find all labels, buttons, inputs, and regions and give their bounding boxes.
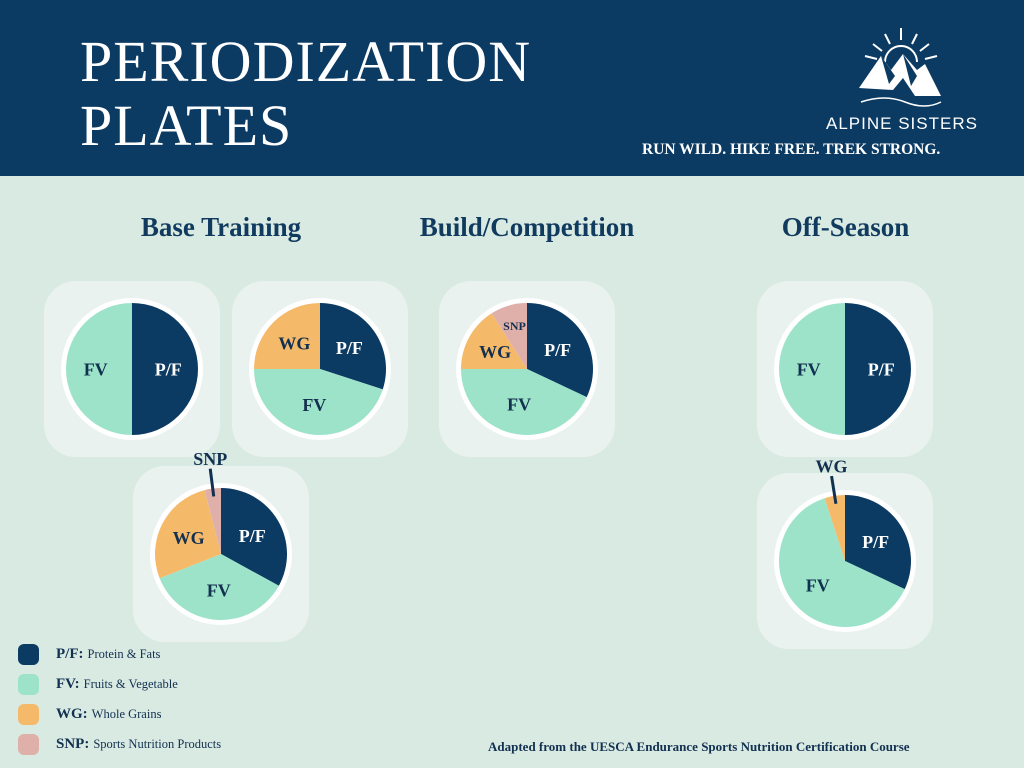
brand-name: ALPINE SISTERS xyxy=(826,114,978,133)
pie-label: SNP xyxy=(193,449,227,469)
pie-label: P/F xyxy=(544,340,571,360)
pie-label: WG xyxy=(816,456,848,476)
pie-label: P/F xyxy=(336,338,363,358)
phase-label: Base Training xyxy=(140,211,302,242)
pie-plate: P/F FV WG xyxy=(774,456,916,632)
legend-item-fv: FV: Fruits & Vegetable xyxy=(18,674,178,695)
pie-slice-fv xyxy=(461,369,587,435)
pie-slice-pf xyxy=(132,303,198,435)
pie-label: P/F xyxy=(868,359,895,379)
pie-plate: P/F FV WG SNP xyxy=(150,449,292,625)
pie-slice-pf xyxy=(845,303,911,435)
pie-label: FV xyxy=(797,359,821,379)
pie-slice-fv xyxy=(66,303,132,435)
legend-swatch xyxy=(18,704,39,725)
pie-slice-fv xyxy=(778,498,905,628)
pie-label: FV xyxy=(207,581,231,601)
pie-slice-pf xyxy=(845,495,911,590)
legend-key: WG: xyxy=(56,706,88,722)
title-line-1: PERIODIZATION xyxy=(80,29,532,94)
pie-slice-wg xyxy=(461,313,527,369)
legend-swatch xyxy=(18,644,39,665)
legend-swatch xyxy=(18,674,39,695)
brand-tagline: RUN WILD. HIKE FREE. TREK STRONG. xyxy=(642,141,941,158)
legend-desc: Fruits & Vegetable xyxy=(83,677,178,691)
pie-slice-pf xyxy=(221,488,288,586)
pie-slice-snp xyxy=(491,303,527,369)
pie-slice-wg xyxy=(254,303,320,369)
legend-key: P/F: xyxy=(56,646,84,662)
phase-label: Off-Season xyxy=(781,211,910,242)
pie-label: FV xyxy=(507,395,531,415)
phase-pill-build-competition: Build/Competition xyxy=(391,195,663,259)
legend-key: SNP: xyxy=(56,736,90,752)
leader-line xyxy=(208,468,216,497)
pie-label: WG xyxy=(173,528,205,548)
pie-plate: P/F FV WG SNP xyxy=(456,298,598,440)
pie-label: WG xyxy=(278,334,310,354)
pie-label: P/F xyxy=(239,526,266,546)
pie-slice-fv xyxy=(779,303,845,435)
header-banner: PERIODIZATION PLATES ALPINE SISTERS RUN … xyxy=(0,0,1024,176)
title-line-2: PLATES xyxy=(80,93,293,158)
pie-slice-pf xyxy=(320,303,387,390)
legend-desc: Protein & Fats xyxy=(87,647,161,661)
pie-label: P/F xyxy=(155,359,182,379)
pie-label: FV xyxy=(302,395,326,415)
page-title: PERIODIZATION PLATES xyxy=(80,30,600,158)
phase-pill-base-training: Base Training xyxy=(86,195,356,259)
pie-plate: P/F FV WG xyxy=(249,298,391,440)
pie-slice-pf xyxy=(527,303,593,398)
pie-slice-fv xyxy=(159,554,279,620)
source-credit: Adapted from the UESCA Endurance Sports … xyxy=(488,739,910,754)
legend-desc: Sports Nutrition Products xyxy=(93,737,222,751)
pie-plate: P/F FV xyxy=(774,298,916,440)
pie-label: P/F xyxy=(862,532,889,552)
pie-slice-fv xyxy=(254,369,383,436)
legend-item-pf: P/F: Protein & Fats xyxy=(18,644,160,665)
leader-line xyxy=(830,475,838,504)
pie-plate: P/F FV xyxy=(61,298,203,440)
legend-desc: Whole Grains xyxy=(91,707,162,721)
pie-label: SNP xyxy=(503,319,526,333)
legend-swatch xyxy=(18,734,39,755)
mountain-sun-logo-icon xyxy=(859,28,942,107)
legend-key: FV: xyxy=(56,676,80,692)
legend-item-wg: WG: Whole Grains xyxy=(18,704,161,725)
legend-item-snp: SNP: Sports Nutrition Products xyxy=(18,734,221,755)
phase-pill-off-season: Off-Season xyxy=(710,195,981,259)
pie-label: FV xyxy=(84,359,108,379)
phase-label: Build/Competition xyxy=(419,211,635,242)
pie-label: FV xyxy=(806,575,830,595)
pie-label: WG xyxy=(479,342,511,362)
pie-slice-snp xyxy=(204,488,221,554)
pie-slice-wg xyxy=(824,495,845,561)
pie-slice-wg xyxy=(154,490,221,579)
